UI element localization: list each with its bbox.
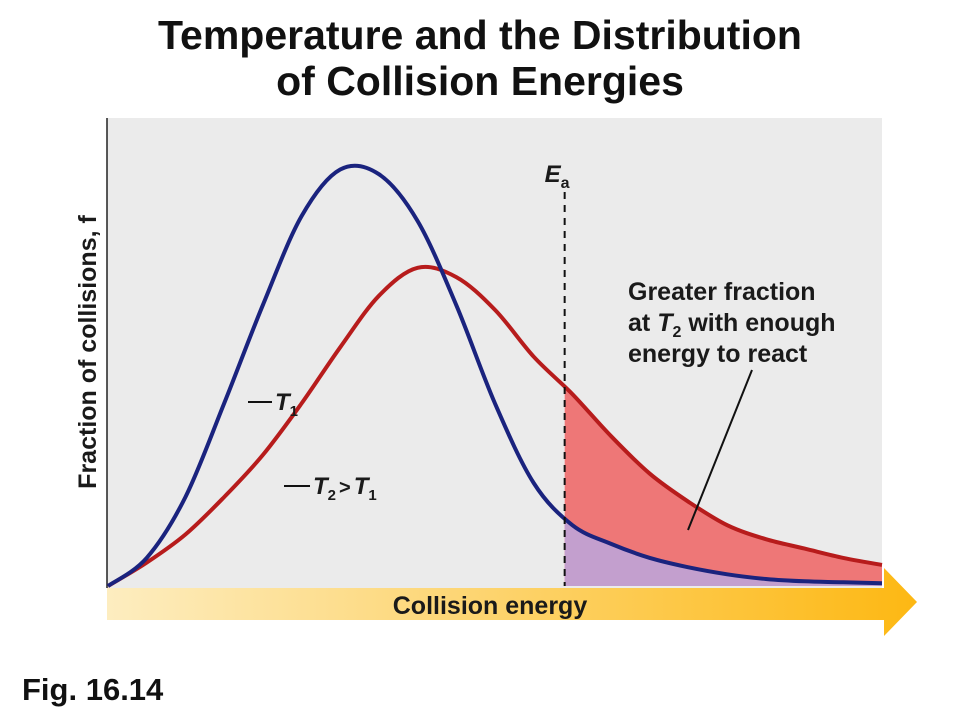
plot-background [107,118,882,588]
x-axis-arrow [107,568,917,636]
ea-label: Ea [545,161,570,192]
chart-title-line-2: of Collision Energies [276,58,684,104]
area-t2-above-ea [564,386,882,586]
callout-pointer [687,369,753,531]
curve-t2 [106,264,883,588]
callout-line-1: Greater fraction [628,278,816,306]
t1-label: T1 [275,389,298,420]
callout-line-3: energy to react [628,340,808,368]
figure-caption: Fig. 16.14 [22,672,164,707]
y-axis-label: Fraction of collisions, f [74,215,102,489]
t2-label: T2 > T1 [313,473,377,504]
x-axis-label: Collision energy [393,592,588,620]
callout-line-2: at T2 with enough [628,309,836,341]
chart-title-line-1: Temperature and the Distribution [158,12,802,58]
curve-t1 [106,163,883,588]
area-t1-above-ea [564,516,882,586]
chart-title: Temperature and the Distribution of Coll… [0,12,960,104]
